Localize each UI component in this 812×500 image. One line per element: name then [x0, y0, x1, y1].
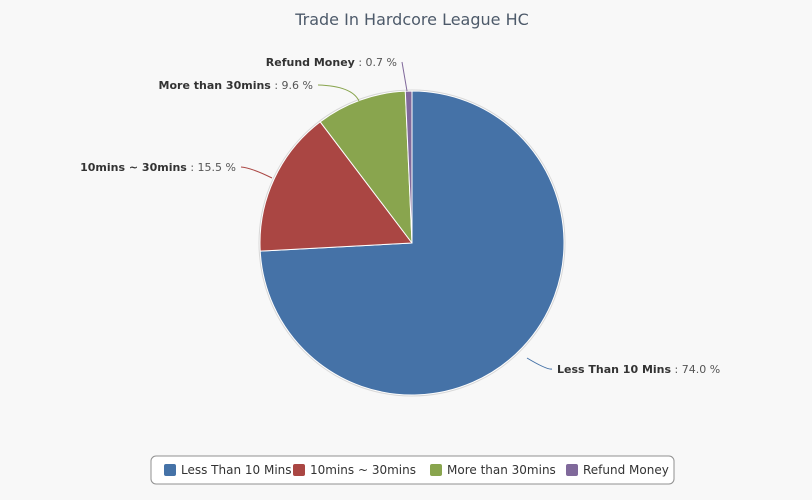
data-label-less-than-10-mins: Less Than 10 Mins : 74.0 %: [557, 363, 720, 376]
pie-slices: [258, 89, 566, 397]
legend-label-less-than-10-mins: Less Than 10 Mins: [181, 463, 292, 477]
legend-swatch-less-than-10-mins: [164, 464, 176, 476]
connector-10-to-30-mins: [240, 166, 273, 179]
pie-rim: [258, 89, 566, 397]
legend-item-more-than-30-mins[interactable]: More than 30mins: [430, 463, 556, 477]
pie-slice-refund-money[interactable]: [404, 90, 413, 244]
connector-refund-money: [401, 61, 408, 92]
data-label-refund-money: Refund Money : 0.7 %: [266, 56, 397, 69]
legend-swatch-refund-money: [566, 464, 578, 476]
connector-more-than-30-mins: [317, 84, 360, 102]
data-label-more-than-30-mins: More than 30mins : 9.6 %: [159, 79, 313, 92]
legend-swatch-more-than-30-mins: [430, 464, 442, 476]
label-connectors: [240, 61, 553, 370]
legend-label-more-than-30-mins: More than 30mins: [447, 463, 556, 477]
legend-label-refund-money: Refund Money: [583, 463, 669, 477]
chart-title: Trade In Hardcore League HC: [294, 10, 529, 29]
legend-box: [150, 455, 675, 485]
data-labels: Less Than 10 Mins : 74.0 % 10mins ~ 30min…: [80, 56, 720, 376]
pie-slice-more-than-30-mins[interactable]: [319, 90, 413, 244]
legend: Less Than 10 Mins 10mins ~ 30mins More tha…: [164, 463, 669, 477]
connector-less-than-10-mins: [526, 357, 553, 370]
legend-item-refund-money[interactable]: Refund Money: [566, 463, 669, 477]
legend-item-10-to-30-mins[interactable]: 10mins ~ 30mins: [293, 463, 416, 477]
legend-label-10-to-30-mins: 10mins ~ 30mins: [310, 463, 416, 477]
legend-item-less-than-10-mins[interactable]: Less Than 10 Mins: [164, 463, 292, 477]
data-label-10-to-30-mins: 10mins ~ 30mins : 15.5 %: [80, 161, 236, 174]
pie-slice-10-to-30-mins[interactable]: [259, 121, 413, 252]
legend-swatch-10-to-30-mins: [293, 464, 305, 476]
